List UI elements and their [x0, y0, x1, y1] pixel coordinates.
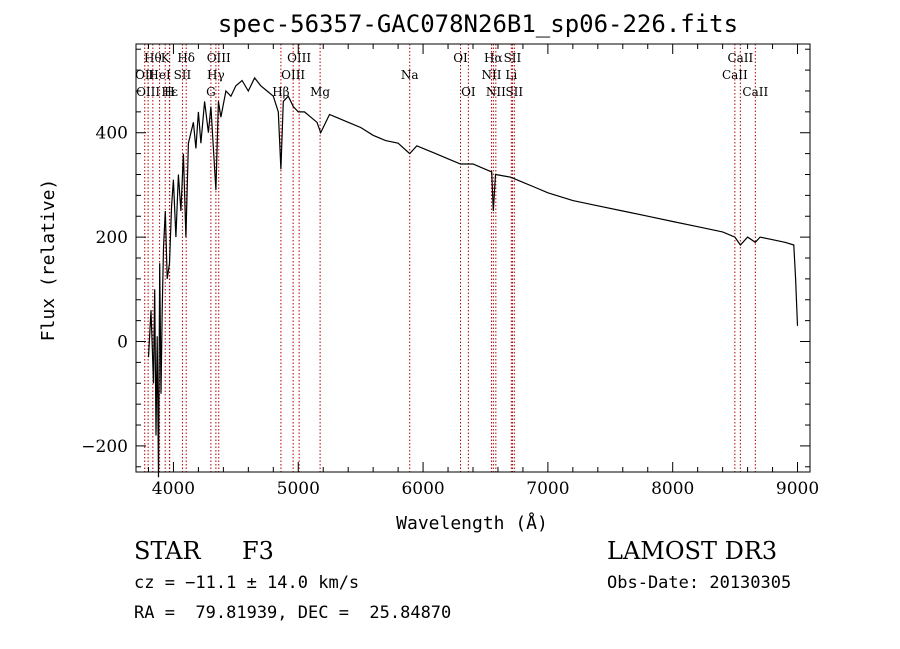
spectral-subclass: F3 — [242, 537, 274, 565]
line-label: Na — [401, 68, 419, 82]
x-tick-label: 4000 — [152, 479, 195, 499]
line-label: K — [161, 51, 171, 65]
y-axis-ticks: −200 0 200 400 — [81, 48, 810, 468]
line-label: NII — [486, 85, 506, 99]
line-label: Li — [505, 68, 517, 82]
chart-title: spec-56357-GAC078N26B1_sp06-226.fits — [218, 10, 738, 38]
spectrum-line — [147, 76, 799, 478]
line-label: Hβ — [272, 85, 289, 99]
line-label: Hε — [161, 85, 178, 99]
line-label: G — [206, 85, 216, 99]
x-axis-ticks: 4000 5000 6000 7000 8000 9000 — [147, 44, 819, 499]
coordinates-readout: RA = 79.81939, DEC = 25.84870 — [134, 603, 452, 623]
line-label: SII — [505, 85, 523, 99]
obs-date: Obs-Date: 20130305 — [607, 573, 792, 593]
line-label: CaII — [727, 51, 753, 65]
line-label: Hθ — [144, 51, 162, 65]
line-label: OI — [461, 85, 476, 99]
line-label: OIII — [136, 85, 160, 99]
line-label: CaII — [722, 68, 748, 82]
line-label: CaII — [742, 85, 768, 99]
object-class: STAR — [134, 537, 201, 565]
redshift-readout: cz = −11.1 ± 14.0 km/s — [134, 573, 360, 593]
line-label: Hδ — [177, 51, 195, 65]
line-label: Mg — [310, 85, 330, 99]
line-label: OIII — [287, 51, 311, 65]
y-tick-label: 400 — [96, 124, 128, 144]
spectral-line-labels: OIIOIIIHθHeIKHεHSIIHδGHγOIIIHβOIIIOIIIMg… — [135, 51, 768, 99]
survey-label: LAMOST DR3 — [607, 537, 778, 565]
line-label: OIII — [207, 51, 231, 65]
line-label: OIII — [281, 68, 305, 82]
y-tick-label: 0 — [117, 333, 128, 353]
y-axis-label: Flux (relative) — [38, 179, 59, 342]
line-label: H — [164, 85, 174, 99]
y-tick-label: 200 — [96, 228, 128, 248]
x-axis-label: Wavelength (Å) — [396, 512, 548, 534]
spectral-line-markers — [144, 44, 756, 472]
line-label: SII — [504, 51, 522, 65]
line-label: OII — [135, 68, 155, 82]
line-label: NII — [481, 68, 501, 82]
x-tick-label: 5000 — [277, 479, 320, 499]
y-tick-label: −200 — [81, 437, 128, 457]
x-tick-label: 8000 — [651, 479, 694, 499]
line-label: Hα — [484, 51, 503, 65]
line-label: OI — [453, 51, 468, 65]
line-label: HeI — [148, 68, 171, 82]
x-tick-label: 9000 — [776, 479, 819, 499]
line-label: SII — [174, 68, 192, 82]
line-label: Hγ — [207, 68, 225, 82]
x-tick-label: 6000 — [401, 479, 444, 499]
plot-frame — [135, 43, 811, 473]
x-tick-label: 7000 — [526, 479, 569, 499]
